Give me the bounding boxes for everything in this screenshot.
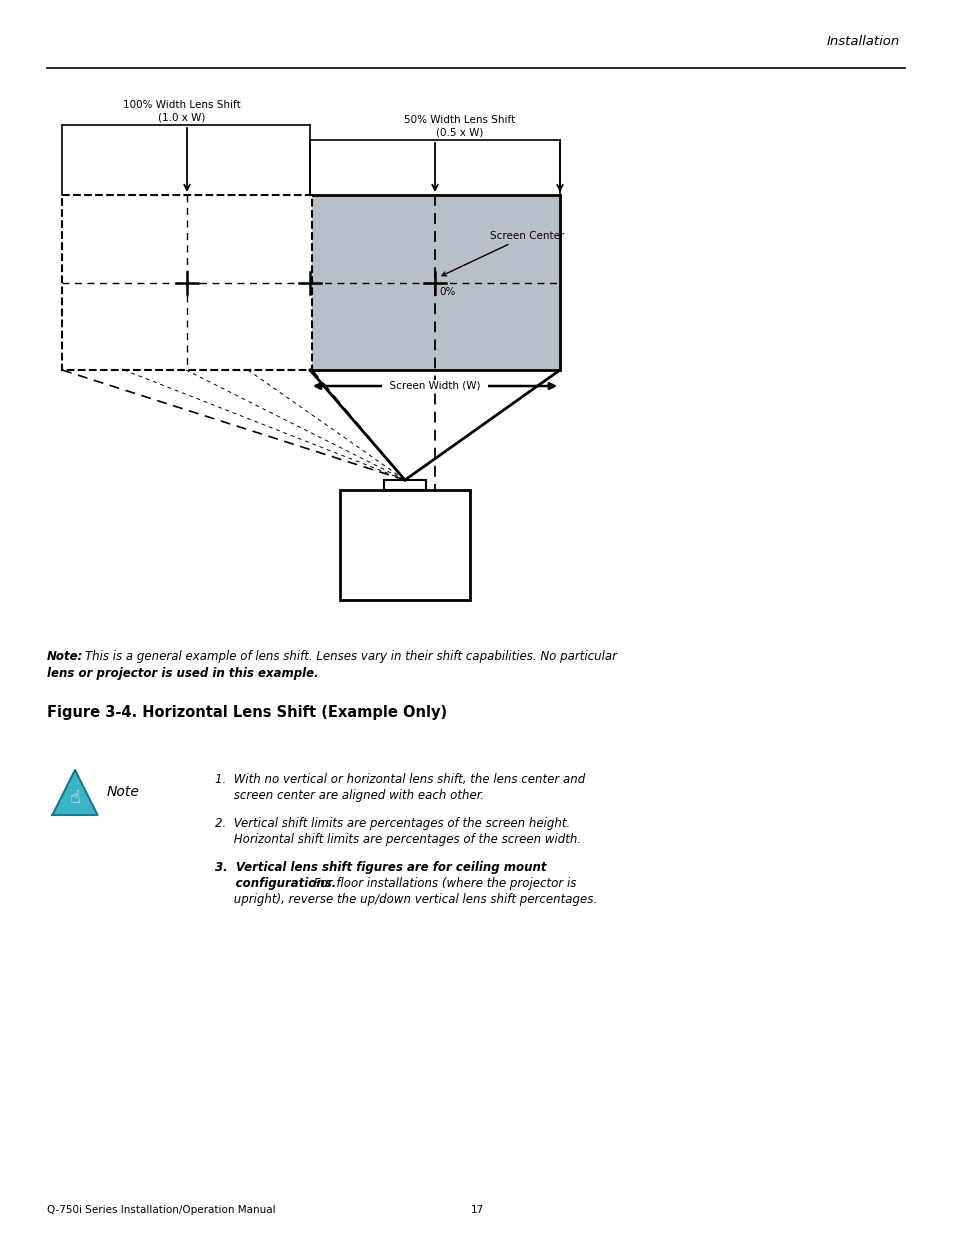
Text: lens or projector is used in this example.: lens or projector is used in this exampl…: [47, 667, 318, 680]
Text: Q-750i Series Installation/Operation Manual: Q-750i Series Installation/Operation Man…: [47, 1205, 275, 1215]
Text: Note:: Note:: [47, 650, 83, 663]
Text: screen center are aligned with each other.: screen center are aligned with each othe…: [214, 789, 484, 802]
Text: 0%: 0%: [438, 287, 455, 296]
Text: Screen Center: Screen Center: [441, 231, 564, 275]
Text: Installation: Installation: [826, 35, 899, 48]
Text: Figure 3-4. Horizontal Lens Shift (Example Only): Figure 3-4. Horizontal Lens Shift (Examp…: [47, 705, 447, 720]
Text: 17: 17: [470, 1205, 483, 1215]
Bar: [310, 195, 559, 370]
Bar: [339, 490, 470, 600]
Text: upright), reverse the up/down vertical lens shift percentages.: upright), reverse the up/down vertical l…: [214, 893, 597, 906]
Text: Horizontal shift limits are percentages of the screen width.: Horizontal shift limits are percentages …: [214, 832, 580, 846]
Text: For floor installations (where the projector is: For floor installations (where the proje…: [310, 877, 576, 890]
Polygon shape: [52, 769, 97, 815]
Text: 1.  With no vertical or horizontal lens shift, the lens center and: 1. With no vertical or horizontal lens s…: [214, 773, 584, 785]
Text: Note: Note: [107, 785, 140, 799]
Text: 100% Width Lens Shift
(1.0 x W): 100% Width Lens Shift (1.0 x W): [123, 100, 240, 122]
Bar: [62, 195, 312, 370]
Bar: [384, 480, 426, 490]
Text: 2.  Vertical shift limits are percentages of the screen height.: 2. Vertical shift limits are percentages…: [214, 818, 570, 830]
Text: 3.  Vertical lens shift figures are for ceiling mount: 3. Vertical lens shift figures are for c…: [214, 861, 546, 874]
Text: 50% Width Lens Shift
(0.5 x W): 50% Width Lens Shift (0.5 x W): [404, 115, 515, 137]
Text: This is a general example of lens shift. Lenses vary in their shift capabilities: This is a general example of lens shift.…: [85, 650, 617, 663]
Text: Screen Width (W): Screen Width (W): [382, 382, 486, 391]
Text: configurations.: configurations.: [214, 877, 335, 890]
Text: ☝: ☝: [70, 789, 80, 806]
